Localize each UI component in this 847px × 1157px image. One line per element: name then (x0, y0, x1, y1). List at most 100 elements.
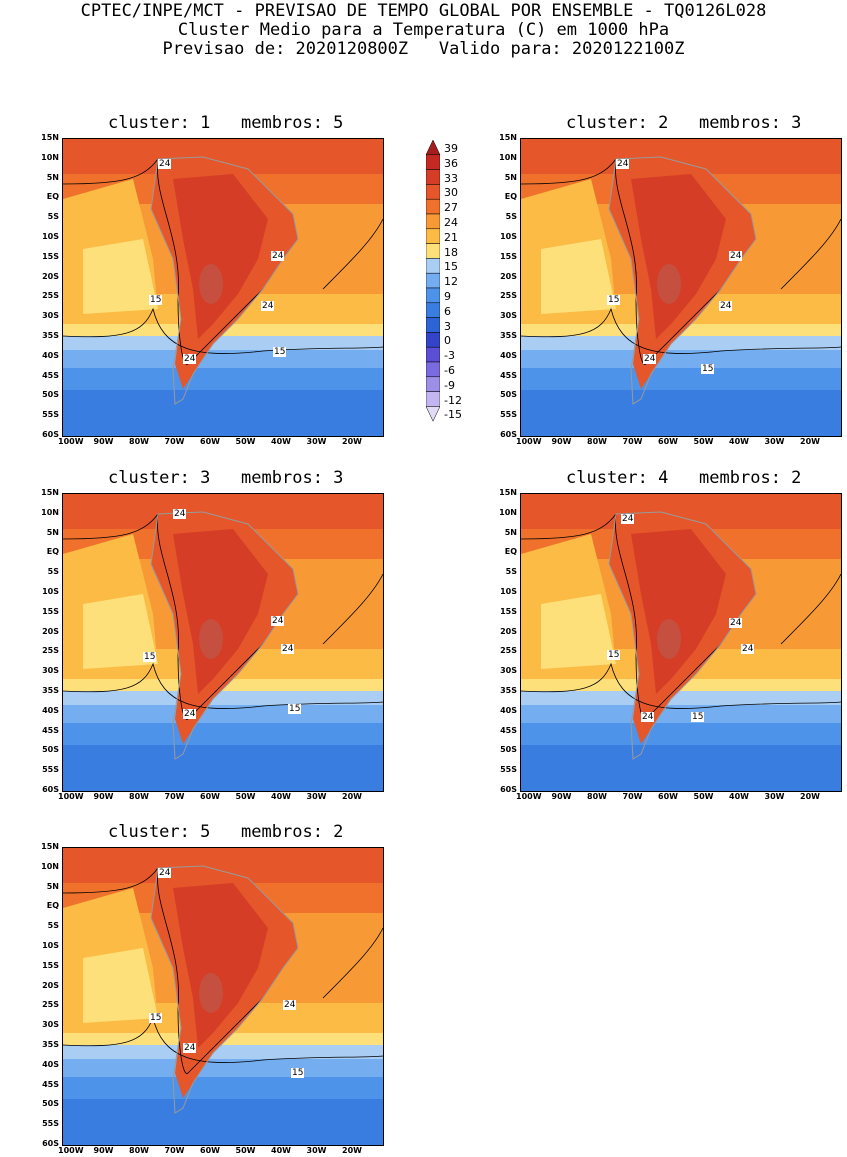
hot-spot (199, 973, 223, 1013)
latitude-label: 15S (42, 960, 59, 970)
longitude-label: 100W (516, 437, 542, 446)
colorbar-label: 18 (444, 245, 458, 259)
latitude-label: EQ (504, 547, 517, 557)
longitude-label: 70W (622, 792, 643, 801)
temperature-band (63, 1045, 383, 1059)
temperature-band (63, 390, 383, 436)
latitude-label: 40S (42, 1059, 59, 1069)
latitude-label: 15S (500, 251, 517, 261)
map-panel: 24 24 24 15 24 15 (520, 138, 842, 437)
latitude-label: 20S (42, 271, 59, 281)
temperature-band (63, 723, 383, 745)
latitude-label: 30S (42, 311, 59, 321)
header-line-2: Cluster Medio para a Temperatura (C) em … (177, 20, 670, 40)
longitude-label: 60W (200, 792, 220, 801)
colorbar-label: 33 (444, 171, 458, 185)
contour-24-ocean (63, 158, 383, 290)
latitude-label: 10N (41, 861, 59, 871)
longitude-label: 50W (693, 792, 714, 801)
contour-label: 24 (729, 618, 743, 628)
longitude-label: 80W (129, 1146, 149, 1155)
contour-15 (521, 662, 841, 709)
contour-label: 15 (607, 295, 621, 305)
contour-label: 24 (621, 514, 635, 524)
longitude-label: 90W (93, 792, 114, 801)
colorbar-segment (425, 317, 441, 333)
coastline (608, 511, 757, 760)
colorbar-label: 9 (444, 290, 451, 303)
contour-24 (157, 867, 264, 1074)
colorbar-segment (425, 287, 441, 304)
contour-label: 15 (701, 364, 715, 374)
colorbar-segment (425, 228, 441, 244)
panel-title: cluster: 1 membros: 5 (108, 113, 344, 133)
longitude-label: 50W (235, 437, 256, 446)
latitude-label: 5S (47, 921, 59, 931)
longitude-label: 100W (58, 792, 84, 801)
temperature-band (521, 390, 841, 436)
latitude-label: EQ (504, 192, 517, 202)
latitude-label: 25S (42, 646, 59, 656)
longitude-label: 70W (164, 1146, 185, 1155)
latitude-label: EQ (46, 547, 59, 557)
longitude-label: 90W (551, 792, 572, 801)
colorbar-segment (425, 332, 441, 348)
colorbar-label: -3 (444, 349, 455, 363)
hot-spot (657, 264, 681, 304)
colorbar-label: 24 (444, 216, 458, 229)
longitude-label: 50W (235, 792, 256, 801)
longitude-label: 70W (164, 437, 185, 446)
longitude-label: 100W (58, 1146, 84, 1155)
colorbar-segment (425, 361, 441, 378)
continent-hot-region (173, 529, 268, 694)
latitude-label: 60S (500, 785, 517, 794)
map-panel: 24 24 24 15 24 15 (62, 138, 384, 437)
colorbar-segment (425, 169, 441, 185)
continent-hot-region (631, 529, 726, 694)
colorbar-segment (425, 376, 441, 392)
latitude-label: 5S (505, 567, 517, 577)
continent-hot-region (173, 174, 268, 339)
latitude-label: 40S (42, 705, 59, 715)
longitude-label: 90W (93, 437, 114, 446)
longitude-label: 80W (587, 792, 607, 801)
hot-spot (199, 264, 223, 304)
longitude-label: 70W (164, 792, 185, 801)
longitude-label: 40W (271, 1146, 291, 1155)
colorbar-label: 27 (444, 201, 458, 215)
colorbar-label: -12 (444, 393, 462, 407)
latitude-label: 45S (42, 725, 59, 735)
temperature-band (521, 745, 841, 791)
temperature-band (63, 691, 383, 705)
latitude-label: 20S (42, 980, 59, 990)
colorbar (425, 139, 441, 446)
longitude-label: 80W (587, 437, 607, 446)
colorbar-label: 39 (444, 142, 458, 155)
temperature-field (521, 494, 841, 791)
latitude-label: 20S (500, 271, 517, 281)
colorbar-label: -15 (444, 408, 462, 422)
latitude-label: 5S (47, 567, 59, 577)
longitude-label: 20W (800, 437, 820, 446)
latitude-label: 45S (500, 725, 517, 735)
ocean-cooler-region (541, 239, 616, 314)
latitude-label: 15S (42, 251, 59, 261)
latitude-label: 30S (42, 1020, 59, 1030)
panel-title: cluster: 5 membros: 2 (108, 822, 344, 842)
latitude-label: 25S (42, 291, 59, 301)
contour-label: 24 (719, 301, 733, 311)
contour-label: 24 (641, 712, 655, 722)
latitude-label: 50S (500, 745, 517, 755)
header-line-1: CPTEC/INPE/MCT - PREVISAO DE TEMPO GLOBA… (80, 1, 767, 21)
contour-label: 15 (288, 704, 302, 714)
longitude-label: 20W (342, 1146, 362, 1155)
latitude-label: EQ (46, 901, 59, 911)
latitude-label: 10S (42, 587, 59, 596)
longitude-label: 20W (342, 437, 362, 446)
latitude-label: 10N (41, 152, 59, 162)
contour-24-ocean (63, 513, 383, 645)
latitude-label: 60S (42, 1139, 59, 1148)
hot-spot (199, 619, 223, 659)
colorbar-label: 0 (444, 334, 451, 348)
latitude-label: 55S (500, 410, 517, 420)
